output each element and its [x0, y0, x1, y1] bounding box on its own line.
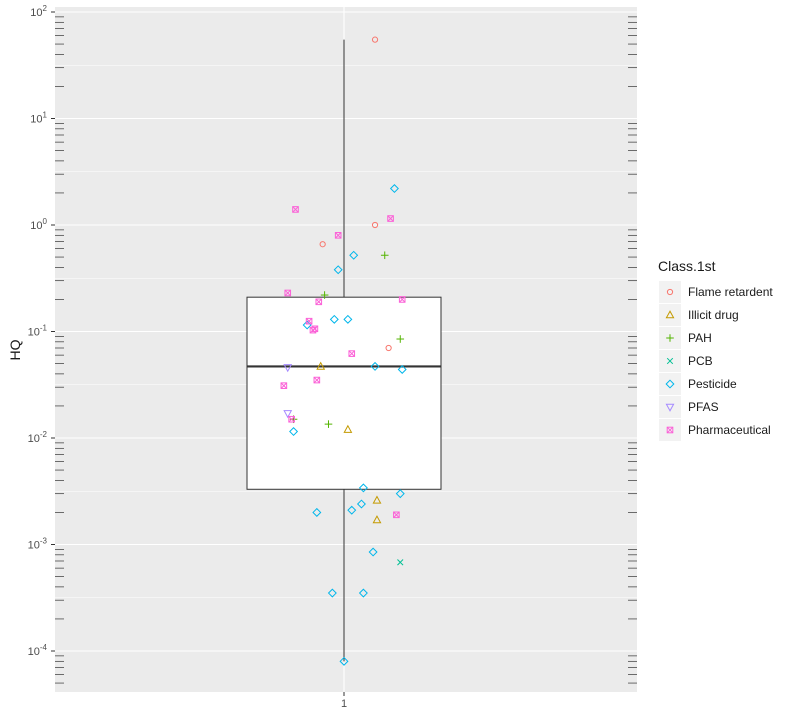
box-plot [246, 39, 442, 662]
legend-key-pcb [666, 357, 674, 365]
legend-key-background [659, 281, 681, 303]
legend-key-pharmaceutical [666, 426, 674, 434]
data-point-pharmaceutical [292, 206, 299, 213]
data-point-pfas [283, 410, 293, 419]
data-point-pesticide [329, 314, 339, 324]
data-point-pesticide [327, 588, 337, 598]
y-tick-label: 10-3 [28, 537, 48, 552]
y-tick-label: 10-1 [28, 324, 48, 339]
data-point-illicit-drug [372, 515, 382, 524]
data-point-pharmaceutical [348, 350, 356, 357]
data-point-pharmaceutical [315, 298, 323, 306]
legend-item-pah: PAH [659, 327, 712, 349]
data-point-pah [396, 335, 405, 343]
legend-key-pah [666, 334, 674, 342]
data-point-pesticide [349, 250, 359, 260]
legend-key-background [659, 373, 681, 395]
legend-item-pharmaceutical: Pharmaceutical [659, 419, 771, 441]
legend-label: PAH [688, 331, 712, 345]
y-tick-label: 100 [30, 217, 47, 232]
y-tick-label: 102 [30, 4, 47, 19]
legend-key-pfas [665, 403, 675, 412]
data-point-pharmaceutical [309, 326, 317, 334]
data-point-pesticide [289, 427, 299, 437]
box-iqr [246, 296, 442, 490]
data-point-illicit-drug [343, 424, 353, 433]
data-point-pesticide [389, 184, 399, 194]
legend-label: Pesticide [688, 377, 737, 391]
legend: Class.1st Flame retardent Illicit drug PAH… [658, 258, 773, 441]
data-point-pesticide [347, 505, 357, 515]
data-points [280, 36, 407, 666]
data-point-pharmaceutical [334, 232, 342, 239]
legend-item-flame-retardent: Flame retardent [659, 281, 773, 303]
data-point-pharmaceutical [305, 317, 313, 325]
data-point-pharmaceutical [313, 376, 321, 384]
x-axis: 1 [341, 692, 347, 710]
data-point-pah [380, 251, 389, 260]
legend-item-pesticide: Pesticide [659, 373, 737, 395]
legend-label: PCB [688, 354, 713, 368]
data-point-illicit-drug [372, 495, 382, 504]
data-point-pharmaceutical [387, 215, 394, 222]
y-axis: 10-4 10-3 10-2 10-1 100 101 102 [28, 4, 55, 658]
data-point-flame-retardent [319, 241, 326, 248]
data-point-pesticide [397, 364, 407, 374]
data-point-illicit-drug [316, 361, 326, 370]
data-point-pesticide [395, 489, 405, 499]
data-point-pesticide [356, 499, 366, 509]
legend-key-pesticide [665, 379, 675, 389]
data-point-pesticide [370, 361, 380, 371]
data-point-pesticide [333, 265, 343, 275]
legend-item-pfas: PFAS [659, 396, 719, 418]
legend-item-pcb: PCB [659, 350, 713, 372]
data-point-pharmaceutical [393, 511, 400, 519]
y-axis-title: HQ [7, 339, 23, 360]
data-point-pesticide [343, 314, 353, 324]
legend-label: Illicit drug [688, 308, 739, 322]
data-point-pharmaceutical [280, 382, 288, 389]
data-point-pharmaceutical [398, 296, 406, 303]
data-point-flame-retardent [385, 344, 392, 352]
legend-title: Class.1st [658, 258, 716, 274]
data-point-pcb [397, 559, 404, 566]
legend-label: PFAS [688, 400, 719, 414]
y-tick-label: 10-4 [28, 643, 48, 658]
data-point-flame-retardent [371, 36, 379, 43]
data-point-pesticide [312, 507, 322, 517]
legend-key-background [659, 396, 681, 418]
legend-item-illicit-drug: Illicit drug [659, 304, 739, 326]
legend-label: Pharmaceutical [688, 423, 771, 437]
data-point-pah [324, 420, 333, 428]
data-point-pharmaceutical [288, 415, 295, 423]
data-point-pfas [283, 364, 293, 373]
y-tick-label: 101 [30, 111, 47, 126]
legend-key-background [659, 304, 681, 326]
data-point-pesticide [358, 588, 368, 598]
x-tick-label: 1 [341, 698, 347, 710]
legend-key-illicit-drug [665, 310, 675, 319]
data-point-pharmaceutical [284, 289, 292, 297]
data-point-flame-retardent [371, 221, 379, 229]
legend-label: Flame retardent [688, 285, 773, 299]
data-point-pesticide [368, 547, 378, 557]
y-tick-label: 10-2 [28, 430, 48, 445]
data-point-pesticide [339, 656, 349, 666]
legend-key-flame-retardent [666, 288, 674, 296]
data-point-pah [320, 291, 329, 299]
data-point-pesticide [358, 483, 368, 493]
